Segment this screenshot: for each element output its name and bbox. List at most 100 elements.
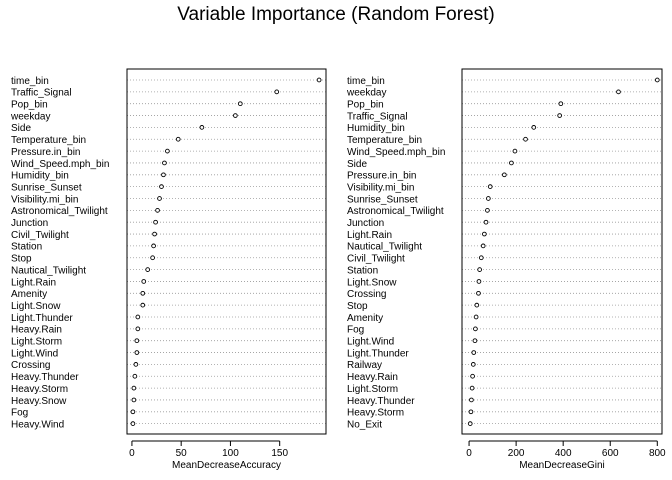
gini-point-amenity — [473, 314, 479, 320]
gini-point-heavy-storm — [468, 409, 474, 415]
acc-x-axis-title: MeanDecreaseAccuracy — [172, 460, 281, 471]
acc-label-temperature-bin: Temperature_bin — [11, 135, 86, 146]
gini-label-traffic-signal: Traffic_Signal — [347, 111, 408, 122]
gini-point-side — [509, 160, 514, 166]
gini-point-nautical-twilight — [480, 243, 486, 249]
acc-label-amenity: Amenity — [11, 289, 47, 300]
acc-label-station: Station — [11, 242, 42, 253]
acc-point-heavy-storm — [131, 385, 137, 391]
acc-point-temperature-bin — [175, 136, 181, 142]
acc-point-weekday — [233, 113, 238, 118]
gini-point-railway — [470, 362, 476, 367]
gini-point-traffic-signal — [557, 113, 562, 118]
acc-point-time-bin — [316, 77, 322, 83]
acc-label-heavy-storm: Heavy.Storm — [11, 384, 68, 395]
gini-label-pop-bin: Pop_bin — [347, 100, 384, 111]
acc-point-junction — [153, 219, 158, 225]
acc-label-visibility-mi-bin: Visibility.mi_bin — [11, 194, 78, 205]
gini-label-humidity-bin: Humidity_bin — [347, 123, 405, 134]
acc-label-light-storm: Light.Storm — [11, 337, 62, 348]
acc-label-light-thunder: Light.Thunder — [11, 313, 73, 324]
gini-label-nautical-twilight: Nautical_Twilight — [347, 242, 422, 253]
gini-point-wind-speed-mph-bin — [512, 148, 518, 154]
gini-point-crossing — [476, 290, 481, 296]
gini-tick-label-800: 800 — [649, 448, 666, 459]
gini-point-stop — [474, 302, 480, 308]
acc-point-heavy-thunder — [132, 373, 138, 379]
gini-x-axis-title: MeanDecreaseGini — [519, 460, 605, 471]
gini-point-visibility-mi-bin — [487, 184, 493, 189]
acc-label-time-bin: time_bin — [11, 76, 49, 87]
gini-label-light-wind: Light.Wind — [347, 337, 394, 348]
acc-point-light-storm — [134, 338, 140, 344]
acc-label-side: Side — [11, 123, 31, 134]
gini-label-weekday: weekday — [346, 88, 386, 99]
gini-label-light-thunder: Light.Thunder — [347, 348, 409, 359]
gini-label-pressure-in-bin: Pressure.in_bin — [347, 171, 416, 182]
gini-point-temperature-bin — [523, 136, 528, 142]
gini-label-time-bin: time_bin — [347, 76, 385, 87]
acc-label-junction: Junction — [11, 218, 48, 229]
acc-label-light-wind: Light.Wind — [11, 348, 58, 359]
acc-point-heavy-snow — [131, 397, 137, 403]
acc-point-heavy-wind — [130, 421, 136, 426]
gini-label-light-snow: Light.Snow — [347, 277, 397, 288]
gini-plot-frame — [461, 68, 663, 435]
gini-tick-label-0: 0 — [466, 448, 472, 459]
gini-label-heavy-thunder: Heavy.Thunder — [347, 396, 415, 407]
acc-point-heavy-rain — [135, 326, 141, 332]
gini-point-time-bin — [654, 77, 660, 83]
accuracy-panel: time_binTraffic_SignalPop_binweekdaySide… — [10, 68, 327, 471]
gini-label-civil-twilight: Civil_Twilight — [347, 254, 405, 265]
acc-label-heavy-snow: Heavy.Snow — [11, 396, 67, 407]
gini-point-light-thunder — [471, 350, 477, 355]
gini-point-pressure-in-bin — [502, 172, 507, 178]
acc-label-light-snow: Light.Snow — [11, 301, 61, 312]
acc-plot-frame — [126, 68, 327, 435]
acc-label-pressure-in-bin: Pressure.in_bin — [11, 147, 80, 158]
gini-label-stop: Stop — [347, 301, 368, 312]
acc-point-light-snow — [140, 302, 146, 308]
gini-label-heavy-rain: Heavy.Rain — [347, 372, 398, 383]
acc-label-civil-twilight: Civil_Twilight — [11, 230, 69, 241]
gini-point-heavy-rain — [470, 373, 475, 379]
gini-label-junction: Junction — [347, 218, 384, 229]
gini-label-wind-speed-mph-bin: Wind_Speed.mph_bin — [347, 147, 445, 158]
acc-point-humidity-bin — [161, 172, 166, 178]
gini-label-visibility-mi-bin: Visibility.mi_bin — [347, 182, 414, 193]
gini-point-humidity-bin — [531, 125, 537, 130]
gini-point-light-snow — [476, 279, 482, 284]
gini-label-light-rain: Light.Rain — [347, 230, 392, 241]
gini-label-sunrise-sunset: Sunrise_Sunset — [347, 194, 418, 205]
acc-label-heavy-wind: Heavy.Wind — [11, 419, 64, 430]
acc-label-pop-bin: Pop_bin — [11, 100, 48, 111]
acc-point-fog — [130, 409, 136, 415]
gini-point-light-storm — [469, 385, 475, 391]
acc-label-astronomical-twilight: Astronomical_Twilight — [11, 206, 108, 217]
acc-label-fog: Fog — [11, 408, 28, 419]
gini-point-junction — [483, 219, 489, 225]
gini-label-heavy-storm: Heavy.Storm — [347, 408, 404, 419]
acc-point-light-wind — [134, 350, 140, 355]
gini-label-temperature-bin: Temperature_bin — [347, 135, 422, 146]
gini-label-no-exit: No_Exit — [347, 419, 382, 430]
acc-label-nautical-twilight: Nautical_Twilight — [11, 265, 86, 276]
acc-point-traffic-signal — [274, 89, 280, 95]
gini-tick-label-600: 600 — [602, 448, 619, 459]
gini-point-civil-twilight — [478, 255, 484, 261]
acc-point-sunrise-sunset — [159, 184, 164, 189]
acc-point-light-thunder — [135, 314, 141, 320]
gini-label-station: Station — [347, 265, 378, 276]
acc-point-stop — [150, 255, 155, 261]
gini-point-fog — [473, 326, 478, 332]
acc-point-amenity — [140, 290, 146, 296]
gini-point-astronomical-twilight — [485, 208, 490, 213]
acc-label-traffic-signal: Traffic_Signal — [11, 88, 72, 99]
acc-point-astronomical-twilight — [155, 208, 160, 213]
acc-label-wind-speed-mph-bin: Wind_Speed.mph_bin — [11, 159, 109, 170]
gini-point-station — [477, 267, 482, 272]
acc-label-crossing: Crossing — [11, 360, 50, 371]
gini-label-light-storm: Light.Storm — [347, 384, 398, 395]
acc-label-light-rain: Light.Rain — [11, 277, 56, 288]
